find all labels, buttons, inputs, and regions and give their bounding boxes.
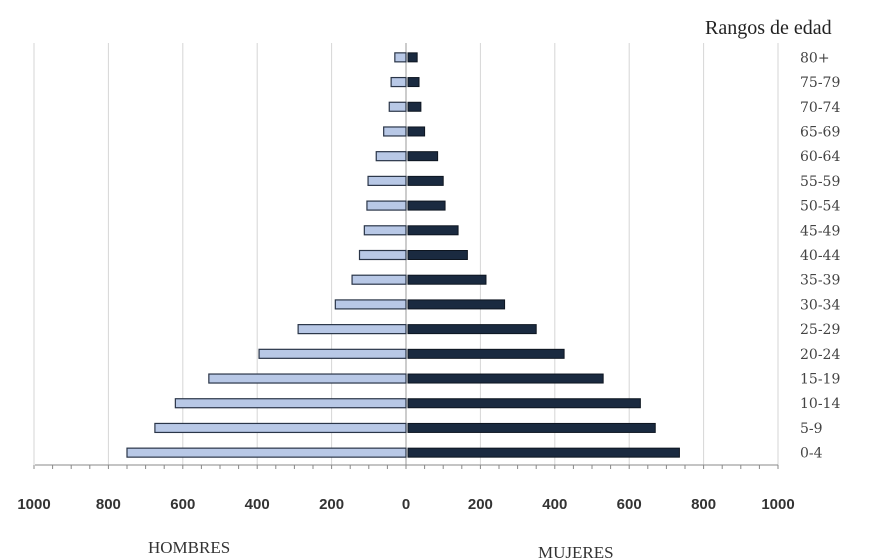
- x-tick-label: 600: [617, 496, 642, 513]
- age-range-label: 65-69: [800, 124, 840, 140]
- age-range-label: 50-54: [800, 199, 840, 215]
- bar-mujeres: [407, 250, 468, 260]
- x-tick-label: 400: [245, 496, 270, 513]
- bar-mujeres: [407, 225, 459, 236]
- bar-mujeres: [407, 348, 565, 359]
- bar-mujeres: [407, 126, 426, 137]
- x-tick-label: 0: [402, 496, 410, 513]
- bar-hombres: [208, 373, 407, 384]
- x-tick-label: 1000: [17, 496, 50, 513]
- bar-hombres: [297, 324, 407, 335]
- bar-mujeres: [407, 422, 656, 433]
- bar-hombres: [154, 422, 407, 434]
- age-range-label: 35-39: [800, 273, 840, 289]
- bar-mujeres: [407, 52, 418, 63]
- bar-hombres: [375, 151, 407, 162]
- bar-hombres: [366, 200, 407, 211]
- age-range-label: 60-64: [800, 149, 840, 165]
- age-labels: 0-4 5-9 10-14 15-19 20-24 25-29 30-34 35-39 40-4…: [800, 50, 840, 461]
- gridlines: [33, 43, 779, 465]
- bar-hombres: [334, 299, 407, 310]
- x-tick-label: 400: [542, 496, 567, 513]
- x-tick-label: 1000: [761, 496, 794, 513]
- age-range-label: 25-29: [800, 322, 840, 338]
- bar-hombres: [388, 101, 407, 112]
- bar-hombres: [126, 447, 407, 458]
- bar-mujeres: [407, 101, 422, 112]
- men-label: HOMBRES: [148, 538, 230, 557]
- bar-hombres: [351, 274, 407, 285]
- women-label: MUJERES: [538, 543, 614, 558]
- bar-hombres: [363, 225, 407, 236]
- bar-mujeres: [407, 373, 604, 384]
- age-range-label: 70-74: [800, 100, 840, 116]
- age-range-label: 15-19: [800, 372, 840, 388]
- bars: [126, 52, 680, 458]
- age-range-label: 10-14: [800, 396, 840, 412]
- bar-mujeres: [407, 175, 444, 186]
- bar-mujeres: [407, 324, 537, 335]
- age-range-label: 20-24: [800, 347, 840, 363]
- x-tick-labels: 1000 800 600 400 200 0 200 400 600 800 1000: [17, 496, 794, 513]
- bar-hombres: [258, 348, 407, 359]
- age-range-label: 75-79: [800, 75, 840, 91]
- bar-mujeres: [407, 77, 420, 88]
- age-range-label: 55-59: [800, 174, 840, 190]
- bar-mujeres: [407, 274, 487, 285]
- age-range-label: 5-9: [800, 421, 823, 437]
- bar-hombres: [367, 175, 407, 186]
- x-tick-label: 600: [170, 496, 195, 513]
- x-tick-label: 800: [691, 496, 716, 513]
- bar-mujeres: [407, 299, 506, 310]
- bar-hombres: [394, 52, 407, 63]
- age-range-label: 40-44: [800, 248, 840, 264]
- bar-hombres: [390, 76, 407, 88]
- age-range-label: 80+: [800, 50, 830, 66]
- minor-ticks: [33, 465, 779, 469]
- x-tick-label: 800: [96, 496, 121, 513]
- x-tick-label: 200: [319, 496, 344, 513]
- bar-hombres: [383, 126, 407, 137]
- age-range-label: 0-4: [800, 446, 823, 462]
- age-range-label: 30-34: [800, 297, 840, 313]
- bar-mujeres: [407, 151, 439, 162]
- chart-title: Rangos de edad: [705, 17, 832, 39]
- bar-hombres: [174, 398, 407, 409]
- x-tick-label: 200: [468, 496, 493, 513]
- bar-mujeres: [407, 200, 446, 211]
- bar-mujeres: [407, 398, 641, 409]
- bar-hombres: [358, 249, 407, 261]
- age-range-label: 45-49: [800, 223, 840, 239]
- bar-mujeres: [407, 447, 680, 458]
